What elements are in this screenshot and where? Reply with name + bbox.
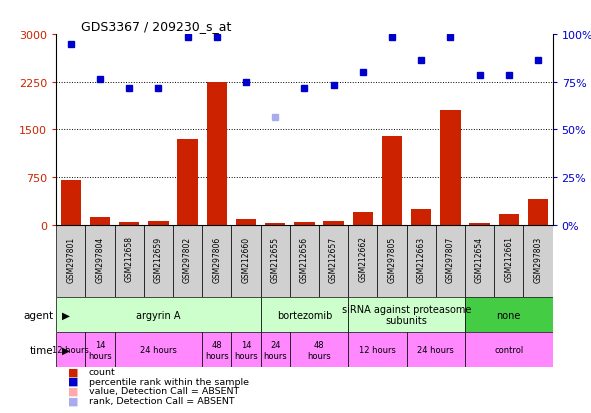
Bar bbox=[261, 332, 290, 368]
Text: 48
hours: 48 hours bbox=[307, 340, 331, 360]
Bar bbox=[290, 225, 319, 297]
Bar bbox=[319, 225, 348, 297]
Bar bbox=[144, 225, 173, 297]
Bar bbox=[173, 225, 202, 297]
Text: 14
hours: 14 hours bbox=[234, 340, 258, 360]
Text: GSM212663: GSM212663 bbox=[417, 236, 426, 282]
Text: time: time bbox=[30, 345, 53, 355]
Bar bbox=[524, 225, 553, 297]
Bar bbox=[378, 225, 407, 297]
Bar bbox=[56, 332, 85, 368]
Text: 48
hours: 48 hours bbox=[205, 340, 229, 360]
Bar bbox=[85, 332, 115, 368]
Bar bbox=[202, 225, 231, 297]
Bar bbox=[528, 200, 548, 225]
Text: ▶: ▶ bbox=[62, 345, 70, 355]
Bar bbox=[115, 225, 144, 297]
Text: argyrin A: argyrin A bbox=[136, 310, 181, 320]
Bar bbox=[119, 223, 139, 225]
Bar bbox=[265, 223, 285, 225]
Bar bbox=[465, 297, 553, 332]
Text: GSM297801: GSM297801 bbox=[66, 236, 75, 282]
Text: ■: ■ bbox=[68, 386, 79, 396]
Text: 24 hours: 24 hours bbox=[140, 346, 177, 354]
Text: siRNA against proteasome
subunits: siRNA against proteasome subunits bbox=[342, 304, 471, 326]
Bar bbox=[56, 225, 85, 297]
Text: 14
hours: 14 hours bbox=[88, 340, 112, 360]
Bar bbox=[85, 225, 115, 297]
Text: GSM297806: GSM297806 bbox=[212, 236, 221, 282]
Text: control: control bbox=[494, 346, 524, 354]
Bar bbox=[469, 223, 490, 225]
Bar bbox=[148, 222, 168, 225]
Bar bbox=[499, 214, 519, 225]
Text: ▶: ▶ bbox=[62, 310, 70, 320]
Bar bbox=[440, 111, 460, 225]
Bar bbox=[353, 212, 373, 225]
Text: 12 hours: 12 hours bbox=[359, 346, 396, 354]
Text: GSM212656: GSM212656 bbox=[300, 236, 309, 282]
Text: GSM212661: GSM212661 bbox=[504, 236, 513, 282]
Text: GSM297803: GSM297803 bbox=[534, 236, 543, 282]
Bar bbox=[231, 225, 261, 297]
Bar bbox=[348, 225, 378, 297]
Bar bbox=[294, 223, 314, 225]
Text: GSM297802: GSM297802 bbox=[183, 236, 192, 282]
Text: ■: ■ bbox=[68, 376, 79, 386]
Text: GSM212659: GSM212659 bbox=[154, 236, 163, 282]
Bar bbox=[236, 219, 256, 225]
Bar bbox=[436, 225, 465, 297]
Bar bbox=[261, 297, 348, 332]
Text: GSM212655: GSM212655 bbox=[271, 236, 280, 282]
Bar bbox=[231, 332, 261, 368]
Text: 24
hours: 24 hours bbox=[263, 340, 287, 360]
Text: count: count bbox=[89, 367, 115, 376]
Text: 12 hours: 12 hours bbox=[53, 346, 89, 354]
Bar bbox=[261, 225, 290, 297]
Bar bbox=[60, 180, 81, 225]
Text: 24 hours: 24 hours bbox=[417, 346, 454, 354]
Text: GSM212662: GSM212662 bbox=[358, 236, 367, 282]
Text: GSM212658: GSM212658 bbox=[125, 236, 134, 282]
Bar bbox=[494, 225, 524, 297]
Bar bbox=[348, 297, 465, 332]
Text: GSM212660: GSM212660 bbox=[242, 236, 251, 282]
Bar bbox=[56, 297, 261, 332]
Bar bbox=[206, 83, 227, 225]
Bar bbox=[382, 136, 402, 225]
Bar bbox=[115, 332, 202, 368]
Bar bbox=[411, 209, 431, 225]
Text: bortezomib: bortezomib bbox=[277, 310, 332, 320]
Text: GSM297804: GSM297804 bbox=[96, 236, 105, 282]
Text: value, Detection Call = ABSENT: value, Detection Call = ABSENT bbox=[89, 386, 239, 395]
Bar bbox=[465, 225, 494, 297]
Text: GSM297805: GSM297805 bbox=[388, 236, 397, 282]
Bar bbox=[90, 218, 110, 225]
Bar bbox=[407, 332, 465, 368]
Text: rank, Detection Call = ABSENT: rank, Detection Call = ABSENT bbox=[89, 396, 234, 405]
Bar bbox=[348, 332, 407, 368]
Bar bbox=[323, 222, 344, 225]
Bar bbox=[290, 332, 348, 368]
Text: GSM212657: GSM212657 bbox=[329, 236, 338, 282]
Text: percentile rank within the sample: percentile rank within the sample bbox=[89, 377, 249, 386]
Bar bbox=[407, 225, 436, 297]
Text: GDS3367 / 209230_s_at: GDS3367 / 209230_s_at bbox=[81, 19, 231, 33]
Text: ■: ■ bbox=[68, 395, 79, 405]
Text: ■: ■ bbox=[68, 367, 79, 377]
Text: GSM212654: GSM212654 bbox=[475, 236, 484, 282]
Bar bbox=[465, 332, 553, 368]
Text: GSM297807: GSM297807 bbox=[446, 236, 455, 282]
Text: agent: agent bbox=[23, 310, 53, 320]
Bar bbox=[202, 332, 231, 368]
Bar bbox=[177, 140, 198, 225]
Text: none: none bbox=[496, 310, 521, 320]
